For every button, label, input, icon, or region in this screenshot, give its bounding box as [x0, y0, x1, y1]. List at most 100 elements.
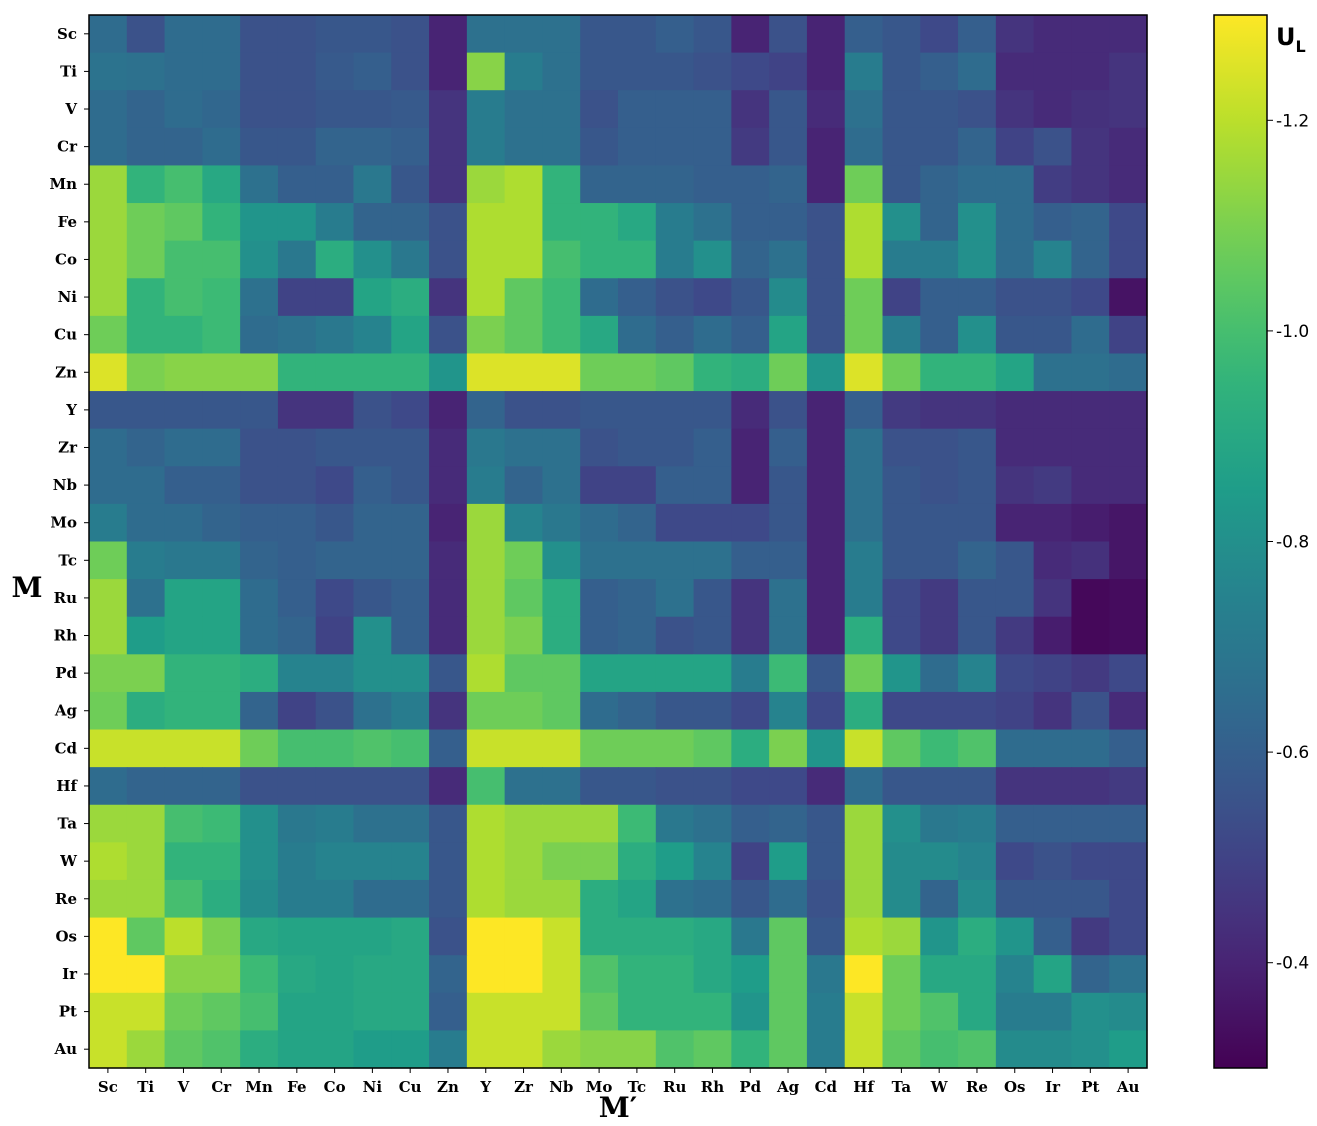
heatmap-cell: [1033, 804, 1073, 843]
heatmap-cell: [315, 767, 355, 806]
heatmap-cell: [466, 654, 506, 693]
heatmap-cell: [164, 804, 203, 843]
heatmap-cell: [731, 203, 770, 242]
heatmap-cell: [958, 278, 997, 317]
heatmap-cell: [277, 165, 317, 204]
heatmap-cell: [466, 315, 506, 355]
heatmap-cell: [958, 955, 997, 994]
x-tick-label: Pd: [739, 1078, 761, 1096]
heatmap-cell: [806, 729, 846, 768]
heatmap-cell: [995, 654, 1035, 693]
heatmap-cell: [315, 503, 355, 543]
heatmap-cell: [126, 240, 166, 279]
heatmap-cell: [164, 240, 203, 279]
heatmap-cell: [1071, 879, 1110, 919]
heatmap-cell: [391, 729, 430, 768]
y-tick-label: Cr: [57, 138, 78, 156]
heatmap-cell: [1033, 90, 1073, 129]
heatmap-cell: [920, 15, 959, 54]
heatmap-cell: [240, 992, 279, 1031]
heatmap-cell: [353, 278, 392, 317]
heatmap-cell: [391, 391, 430, 430]
heatmap-cell: [1033, 1030, 1073, 1069]
y-axis-title: M: [12, 571, 43, 604]
heatmap-cell: [391, 541, 430, 580]
heatmap-cell: [126, 992, 166, 1031]
heatmap-cell: [920, 278, 959, 317]
heatmap-cell: [618, 503, 657, 543]
heatmap-cell: [995, 15, 1035, 54]
heatmap-cell: [391, 804, 430, 843]
heatmap-cell: [1033, 955, 1073, 994]
heatmap-cell: [618, 654, 657, 693]
heatmap-cell: [277, 391, 317, 430]
heatmap-cell: [769, 804, 808, 843]
heatmap-cell: [844, 616, 884, 655]
heatmap-cell: [958, 15, 997, 54]
heatmap-cell: [693, 955, 732, 994]
heatmap-cell: [504, 466, 544, 505]
heatmap-cell: [769, 428, 808, 467]
heatmap-cell: [806, 804, 846, 843]
y-tick-label: Ir: [62, 965, 78, 983]
heatmap-cell: [580, 203, 619, 242]
heatmap-cell: [466, 691, 506, 731]
heatmap-cell: [618, 466, 657, 505]
heatmap-cell: [995, 240, 1035, 279]
heatmap-cell: [580, 127, 619, 167]
heatmap-cell: [655, 315, 695, 355]
heatmap-cell: [429, 203, 468, 242]
heatmap-cell: [769, 391, 808, 430]
heatmap-cell: [769, 767, 808, 806]
heatmap-cell: [920, 691, 959, 731]
heatmap-cell: [1109, 917, 1148, 956]
heatmap-cell: [164, 165, 203, 204]
plot-frame: [88, 14, 1148, 1069]
heatmap-cell: [655, 917, 695, 956]
heatmap-cell: [806, 616, 846, 655]
heatmap-cell: [655, 52, 695, 91]
heatmap-cell: [958, 315, 997, 355]
heatmap-cell: [504, 315, 544, 355]
heatmap-cell: [277, 466, 317, 505]
heatmap-cell: [655, 466, 695, 505]
heatmap-cell: [429, 503, 468, 543]
heatmap-cell: [769, 616, 808, 655]
heatmap-cell: [89, 917, 128, 956]
heatmap-cell: [542, 579, 581, 618]
heatmap-cell: [958, 579, 997, 618]
heatmap-cell: [731, 691, 770, 731]
heatmap-cell: [429, 353, 468, 392]
heatmap-cell: [542, 203, 581, 242]
y-tick-label: Ti: [60, 62, 77, 80]
heatmap-cell: [618, 203, 657, 242]
heatmap-cell: [277, 541, 317, 580]
heatmap-cell: [391, 127, 430, 167]
heatmap-cell: [920, 428, 959, 467]
heatmap-cell: [882, 1030, 921, 1069]
heatmap-cell: [655, 691, 695, 731]
heatmap-cell: [1033, 842, 1073, 881]
heatmap-cell: [126, 353, 166, 392]
heatmap-cell: [89, 165, 128, 204]
heatmap-cell: [882, 503, 921, 543]
heatmap-cell: [1109, 503, 1148, 543]
heatmap-cell: [89, 767, 128, 806]
heatmap-cell: [466, 466, 506, 505]
heatmap-cell: [731, 52, 770, 91]
x-tick-label: Ta: [892, 1078, 912, 1096]
heatmap-cell: [882, 52, 921, 91]
heatmap-cell: [89, 240, 128, 279]
heatmap-cell: [89, 879, 128, 919]
heatmap-cell: [580, 240, 619, 279]
heatmap-cell: [504, 804, 544, 843]
heatmap-cell: [655, 503, 695, 543]
heatmap-cell: [882, 127, 921, 167]
x-tick-label: Re: [966, 1078, 988, 1096]
heatmap-cell: [1071, 616, 1110, 655]
heatmap-cell: [580, 691, 619, 731]
heatmap-cell: [315, 654, 355, 693]
heatmap-cell: [958, 992, 997, 1031]
heatmap-cell: [844, 203, 884, 242]
heatmap-cell: [1033, 240, 1073, 279]
